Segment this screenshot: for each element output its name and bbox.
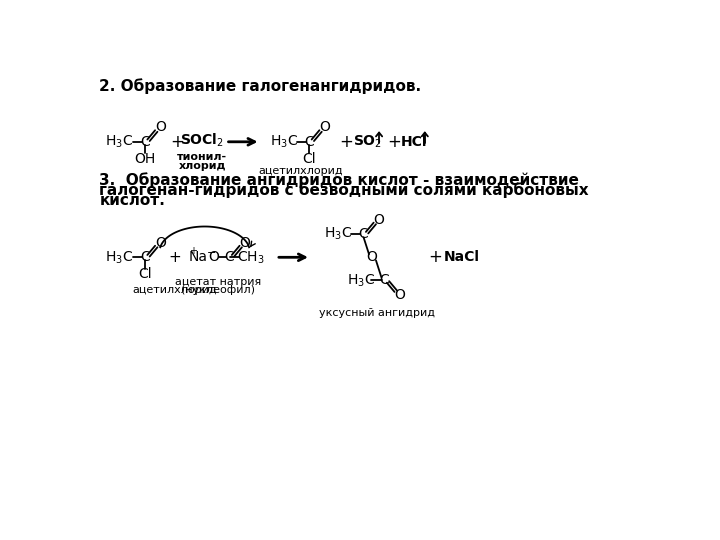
Text: кислот.: кислот. [99, 193, 165, 207]
Text: тионил-: тионил- [177, 152, 228, 162]
Text: H$_3$C: H$_3$C [270, 133, 298, 150]
Text: +: + [387, 133, 402, 151]
Text: уксусный ангидрид: уксусный ангидрид [319, 308, 435, 318]
Text: C: C [140, 251, 150, 264]
Text: ацетилхлорид: ацетилхлорид [258, 166, 343, 176]
Text: Na: Na [189, 251, 208, 264]
Text: ацетат натрия: ацетат натрия [175, 277, 261, 287]
Text: галогенан-гидридов с безводными солями карбоновых: галогенан-гидридов с безводными солями к… [99, 183, 589, 198]
Text: C: C [359, 227, 369, 241]
Text: C: C [379, 273, 390, 287]
Text: H$_3$C: H$_3$C [324, 226, 352, 242]
Text: (нуклеофил): (нуклеофил) [181, 286, 255, 295]
Text: H$_3$C: H$_3$C [105, 249, 133, 266]
Text: SOCl$_2$: SOCl$_2$ [180, 132, 225, 149]
Text: NaCl: NaCl [444, 251, 480, 264]
Text: O: O [395, 288, 405, 302]
Text: OH: OH [135, 152, 156, 166]
Text: O: O [209, 251, 220, 264]
Text: H$_3$C: H$_3$C [105, 133, 133, 150]
Text: +: + [339, 133, 353, 151]
Text: +: + [189, 246, 197, 256]
Text: +: + [428, 248, 442, 266]
Text: O: O [155, 120, 166, 134]
Text: +: + [170, 133, 184, 151]
Text: HCl: HCl [401, 135, 427, 149]
Text: O: O [240, 235, 251, 249]
Text: O: O [320, 120, 330, 134]
Text: CH$_3$: CH$_3$ [237, 249, 264, 266]
Text: H$_3$C: H$_3$C [347, 272, 375, 288]
Text: SO$_2$: SO$_2$ [353, 133, 382, 150]
Text: O: O [366, 251, 377, 264]
Text: C: C [140, 135, 150, 149]
Text: 2. Образование галогенангидридов.: 2. Образование галогенангидридов. [99, 79, 421, 94]
Text: C: C [225, 251, 235, 264]
Text: Cl: Cl [138, 267, 152, 281]
Text: +: + [169, 250, 181, 265]
Text: ацетилхлорид: ацетилхлорид [132, 285, 217, 295]
Text: хлорид: хлорид [179, 161, 226, 171]
Text: −: − [207, 248, 217, 259]
Text: Cl: Cl [302, 152, 316, 166]
Text: O: O [374, 213, 384, 227]
Text: C: C [305, 135, 314, 149]
Text: O: O [155, 235, 166, 249]
Text: 3.  Образование ангидридов кислот - взаимодействие: 3. Образование ангидридов кислот - взаим… [99, 173, 579, 188]
